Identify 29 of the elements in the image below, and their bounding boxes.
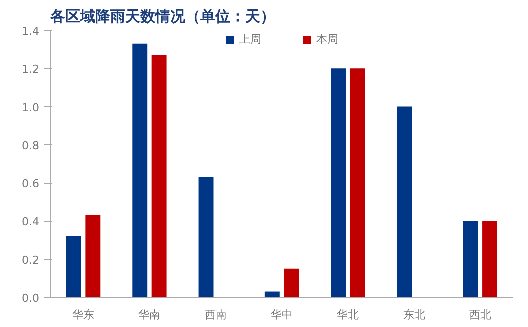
x-tick-label: 华东	[72, 308, 95, 322]
y-tick-label: 0.4	[22, 216, 40, 229]
legend-label: 本周	[316, 32, 338, 47]
bar	[350, 68, 366, 298]
bar	[463, 221, 478, 298]
bar	[66, 236, 82, 298]
x-tick-label: 华北	[337, 308, 360, 322]
x-tick-label: 东北	[403, 308, 426, 322]
bar	[284, 268, 300, 298]
bar	[482, 221, 498, 298]
y-tick-label: 0.8	[22, 139, 40, 152]
x-tick-label: 西南	[204, 308, 227, 322]
y-tick-label: 0.6	[22, 178, 40, 191]
legend-label: 上周	[240, 32, 262, 47]
y-tick-label: 1.0	[22, 101, 40, 114]
bar	[132, 44, 148, 298]
x-tick-label: 华中	[271, 308, 293, 322]
x-tick-label: 华南	[138, 308, 161, 322]
y-tick-label: 0.2	[22, 254, 40, 267]
y-tick-label: 1.2	[22, 63, 40, 76]
y-tick-label: 0.0	[22, 292, 40, 305]
chart-title: 各区域降雨天数情况（单位：天）	[50, 8, 276, 26]
bar	[152, 55, 167, 298]
bar	[331, 68, 346, 298]
bar	[198, 177, 214, 298]
y-tick-label: 1.4	[22, 25, 40, 38]
x-tick-label: 西北	[469, 308, 492, 322]
bar	[397, 106, 412, 298]
bar	[86, 215, 101, 298]
